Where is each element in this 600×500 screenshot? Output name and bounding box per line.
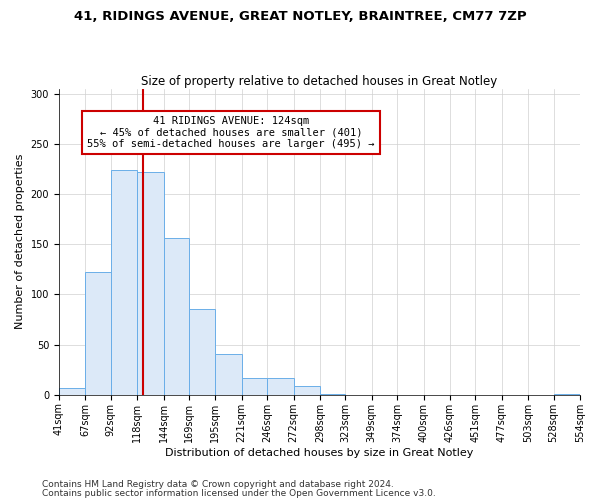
Bar (111, 170, 137, 395)
Bar (320, 394, 346, 395)
Bar (59, 388, 85, 395)
Bar (242, 378, 267, 395)
Bar (189, 310, 215, 395)
Bar (164, 238, 189, 395)
Bar (293, 386, 320, 395)
Title: Size of property relative to detached houses in Great Notley: Size of property relative to detached ho… (142, 76, 497, 88)
Bar (267, 378, 293, 395)
Y-axis label: Number of detached properties: Number of detached properties (15, 154, 25, 330)
Bar (215, 354, 242, 395)
Bar (137, 172, 164, 395)
Text: Contains HM Land Registry data © Crown copyright and database right 2024.: Contains HM Land Registry data © Crown c… (42, 480, 394, 489)
Text: 41, RIDINGS AVENUE, GREAT NOTLEY, BRAINTREE, CM77 7ZP: 41, RIDINGS AVENUE, GREAT NOTLEY, BRAINT… (74, 10, 526, 23)
Text: Contains public sector information licensed under the Open Government Licence v3: Contains public sector information licen… (42, 488, 436, 498)
X-axis label: Distribution of detached houses by size in Great Notley: Distribution of detached houses by size … (165, 448, 473, 458)
Bar (554, 394, 580, 395)
Bar (85, 272, 111, 395)
Text: 41 RIDINGS AVENUE: 124sqm
← 45% of detached houses are smaller (401)
55% of semi: 41 RIDINGS AVENUE: 124sqm ← 45% of detac… (87, 116, 374, 150)
